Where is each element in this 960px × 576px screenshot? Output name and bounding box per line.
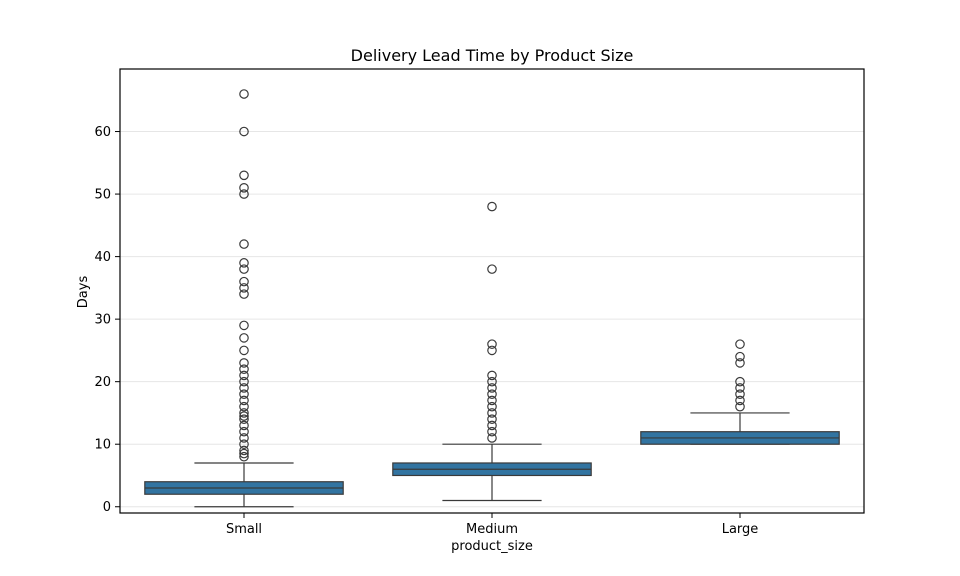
outlier-point <box>239 183 249 193</box>
outlier-point <box>735 389 745 399</box>
outlier-point <box>735 351 745 362</box>
outlier-point <box>239 426 249 437</box>
outlier-point <box>239 264 249 274</box>
outlier-point <box>239 239 249 249</box>
outlier-point <box>239 126 249 137</box>
box-group-small <box>144 89 344 508</box>
outlier-point <box>239 170 249 181</box>
y-axis-label: Days <box>76 276 91 309</box>
outlier-point <box>487 401 497 412</box>
outlier-point <box>735 401 745 412</box>
outlier-point <box>239 333 249 343</box>
y-tick-label: 0 <box>103 500 111 515</box>
outlier-point <box>239 448 249 459</box>
outlier-point <box>239 445 249 456</box>
outlier-point <box>239 414 249 424</box>
outlier-point <box>239 283 249 293</box>
x-tick-label: Medium <box>466 522 518 537</box>
outlier-point <box>735 339 745 349</box>
outlier-point <box>239 320 249 331</box>
outlier-point <box>239 189 249 199</box>
box-layer <box>144 89 840 508</box>
y-tick-label: 40 <box>94 250 111 265</box>
outlier-point <box>239 276 249 287</box>
outlier-point <box>487 376 497 387</box>
box-group-medium <box>392 201 592 502</box>
outlier-point <box>239 401 249 412</box>
chart-title: Delivery Lead Time by Product Size <box>351 46 634 65</box>
outlier-point <box>487 201 497 212</box>
outlier-point <box>239 358 249 368</box>
outlier-point <box>239 420 249 431</box>
outlier-point <box>239 451 249 462</box>
y-tick-label: 20 <box>94 375 111 390</box>
outlier-point <box>487 433 497 443</box>
outlier-point <box>487 264 497 274</box>
outlier-point <box>239 408 249 418</box>
y-tick-label: 30 <box>94 313 111 328</box>
x-axis-label: product_size <box>451 539 533 554</box>
outlier-point <box>487 370 497 381</box>
outlier-point <box>239 411 249 421</box>
outlier-point <box>239 439 249 450</box>
outlier-point <box>735 383 745 393</box>
outlier-point <box>487 426 497 437</box>
outlier-point <box>487 420 497 431</box>
outlier-point <box>239 376 249 387</box>
outlier-point <box>487 383 497 393</box>
outlier-point <box>239 433 249 443</box>
outlier-point <box>735 395 745 406</box>
outlier-point <box>487 414 497 424</box>
outlier-point <box>239 370 249 381</box>
outlier-point <box>239 289 249 299</box>
grid-layer <box>120 131 864 508</box>
y-tick-label: 50 <box>94 188 111 203</box>
y-tick-label: 10 <box>94 438 111 453</box>
outlier-point <box>239 364 249 374</box>
y-tick-label: 60 <box>94 125 111 140</box>
outlier-point <box>239 395 249 406</box>
outlier-point <box>487 408 497 418</box>
tick-layer: 0 10 20 30 40 50 60 Small Medium Large <box>94 125 758 537</box>
outlier-point <box>239 383 249 393</box>
x-tick-label: Small <box>226 522 262 537</box>
outlier-point <box>735 376 745 387</box>
outlier-point <box>239 258 249 268</box>
outlier-point <box>735 358 745 368</box>
outlier-point <box>239 389 249 399</box>
outlier-point <box>487 395 497 406</box>
outlier-point <box>487 389 497 399</box>
outlier-point <box>487 345 497 356</box>
outlier-point <box>239 89 249 99</box>
outlier-point <box>239 345 249 356</box>
box-group-large <box>640 339 840 445</box>
outlier-point <box>487 339 497 349</box>
x-tick-label: Large <box>722 522 759 537</box>
